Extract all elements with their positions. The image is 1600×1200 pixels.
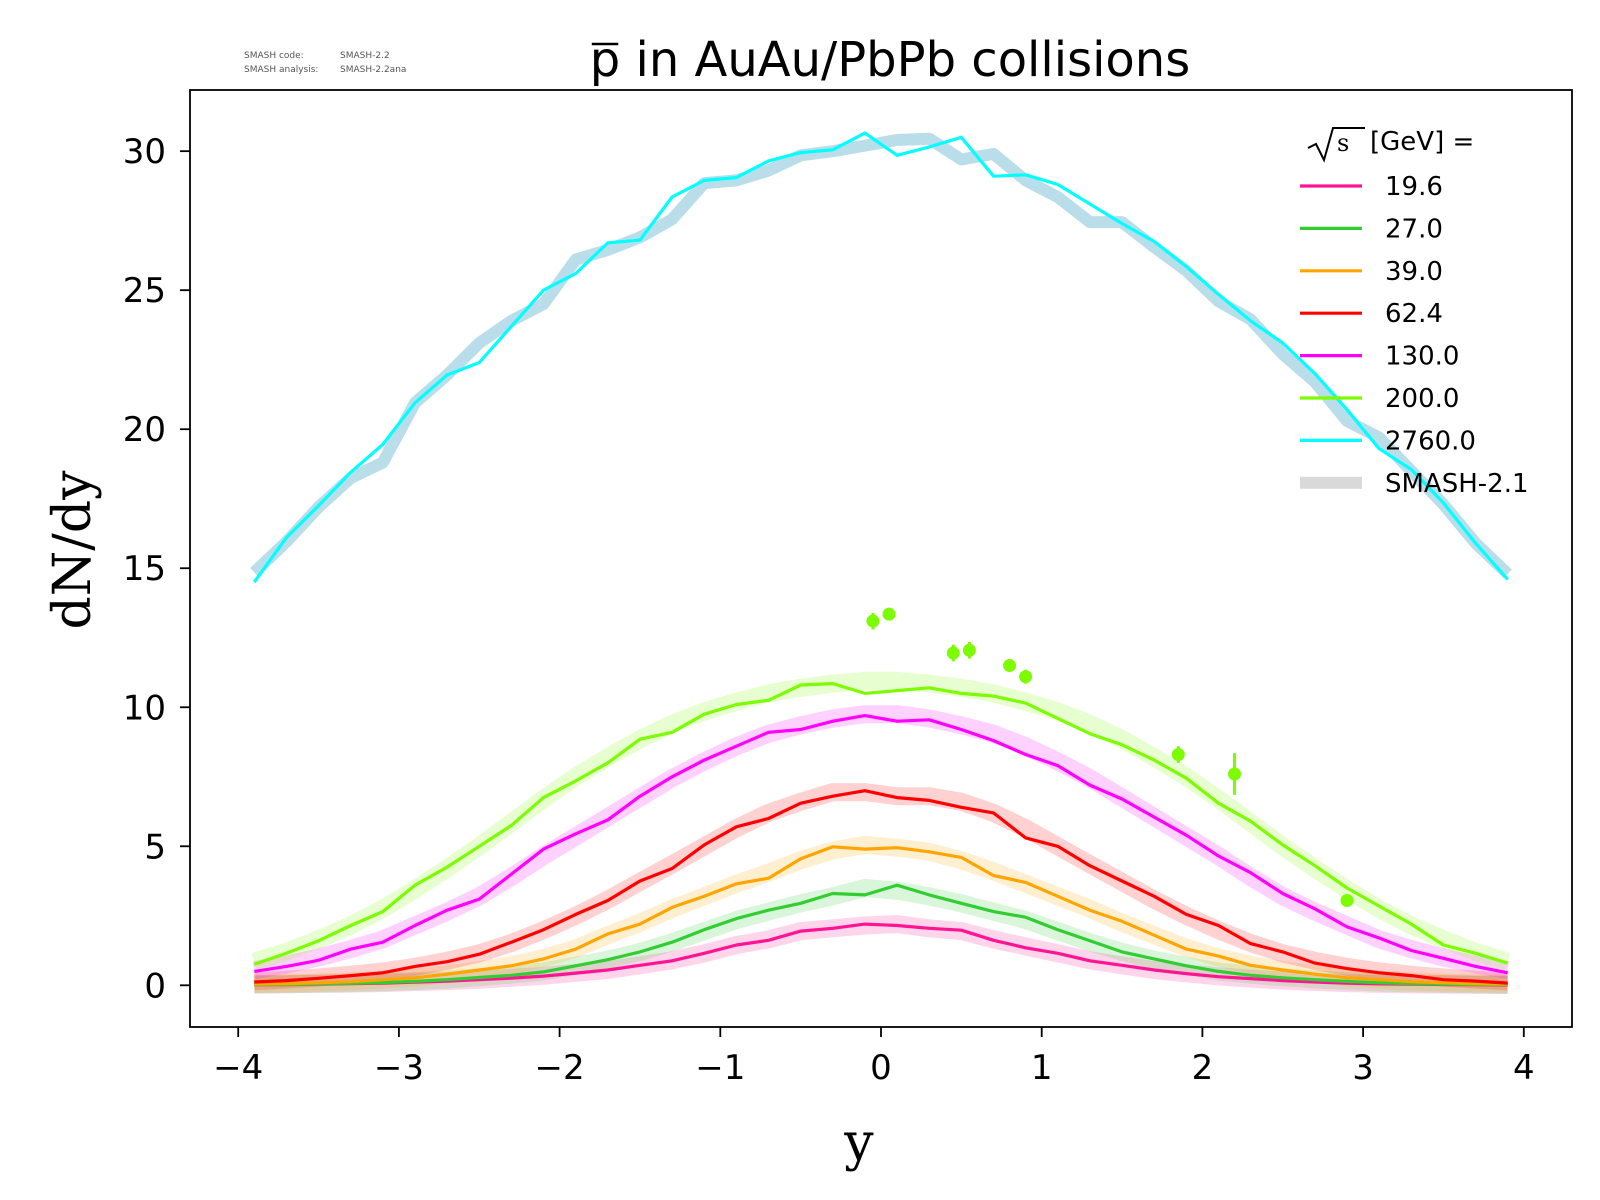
x-axis-ticks: −4 −3 −2 −1 0 1 2 3 4 [213,1027,1535,1088]
series-lines [253,131,1509,987]
legend-label-27.0: 27.0 [1385,214,1443,244]
version-code-label: SMASH code: [244,51,304,61]
data-point [1003,659,1017,673]
y-axis-title: dN/dy [43,470,103,630]
legend-items: 19.6 27.0 39.0 62.4 130.0 200.0 2760.0 SMASH-2.… [1300,172,1529,499]
data-point [882,607,896,621]
series-line-200.0 [253,681,1509,966]
y-tick-label: 15 [123,549,166,589]
series-line-130.0 [254,713,1509,975]
x-tick-label: −1 [695,1048,745,1088]
legend-label-200.0: 200.0 [1385,384,1459,414]
data-point [946,646,960,660]
version-analysis-label: SMASH analysis: [244,65,318,75]
x-tick-label: −2 [535,1048,585,1088]
y-tick-label: 25 [123,271,166,311]
x-tick-label: 2 [1192,1048,1214,1088]
experimental-points [866,607,1354,907]
data-point [1019,670,1033,684]
legend: s [GeV] = 19.6 27.0 39.0 62.4 130.0 200.0 2760… [1300,127,1529,499]
data-point [1171,748,1185,762]
chart-title-rest: in AuAu/PbPb collisions [620,32,1190,88]
y-tick-label: 10 [123,688,166,728]
series-line-19.6 [254,922,1508,987]
legend-label-130.0: 130.0 [1385,342,1459,372]
legend-label-62.4: 62.4 [1385,299,1443,329]
x-tick-label: 3 [1352,1048,1374,1088]
data-point [962,643,976,657]
series-line-62.4 [254,789,1508,985]
y-tick-label: 0 [144,966,166,1006]
chart-title-symbol: p [590,32,620,88]
version-analysis-value: SMASH-2.2ana [340,65,406,75]
x-tick-label: −4 [213,1048,263,1088]
legend-title-unit: s [1337,129,1349,157]
y-tick-label: 5 [144,827,166,867]
y-tick-label: 30 [123,132,166,172]
legend-label-19.6: 19.6 [1385,172,1443,202]
x-tick-label: 1 [1031,1048,1053,1088]
y-tick-label: 20 [123,410,166,450]
series-line-27.0 [254,883,1508,987]
legend-label-39.0: 39.0 [1385,257,1443,287]
x-tick-label: 4 [1513,1048,1535,1088]
x-tick-label: −3 [374,1048,424,1088]
y-axis-ticks: 0 5 10 15 20 25 30 [123,132,190,1006]
sqrt-symbol [1307,127,1365,163]
version-stamp: SMASH code: SMASH-2.2 SMASH analysis: SM… [244,51,406,75]
chart-title: p in AuAu/PbPb collisions [590,32,1190,88]
x-axis-title: y [843,1113,874,1173]
legend-label-model: SMASH-2.1 [1385,469,1529,499]
version-code-value: SMASH-2.2 [340,51,390,61]
x-tick-label: 0 [870,1048,892,1088]
series-line-39.0 [254,845,1508,986]
series-line-2760.0 [253,131,1509,584]
data-point [866,614,880,628]
legend-label-2760.0: 2760.0 [1385,426,1476,456]
data-point [1340,893,1354,907]
legend-title-rest: [GeV] = [1370,127,1474,157]
legend-title: s [GeV] = [1307,127,1474,163]
data-point [1228,767,1242,781]
